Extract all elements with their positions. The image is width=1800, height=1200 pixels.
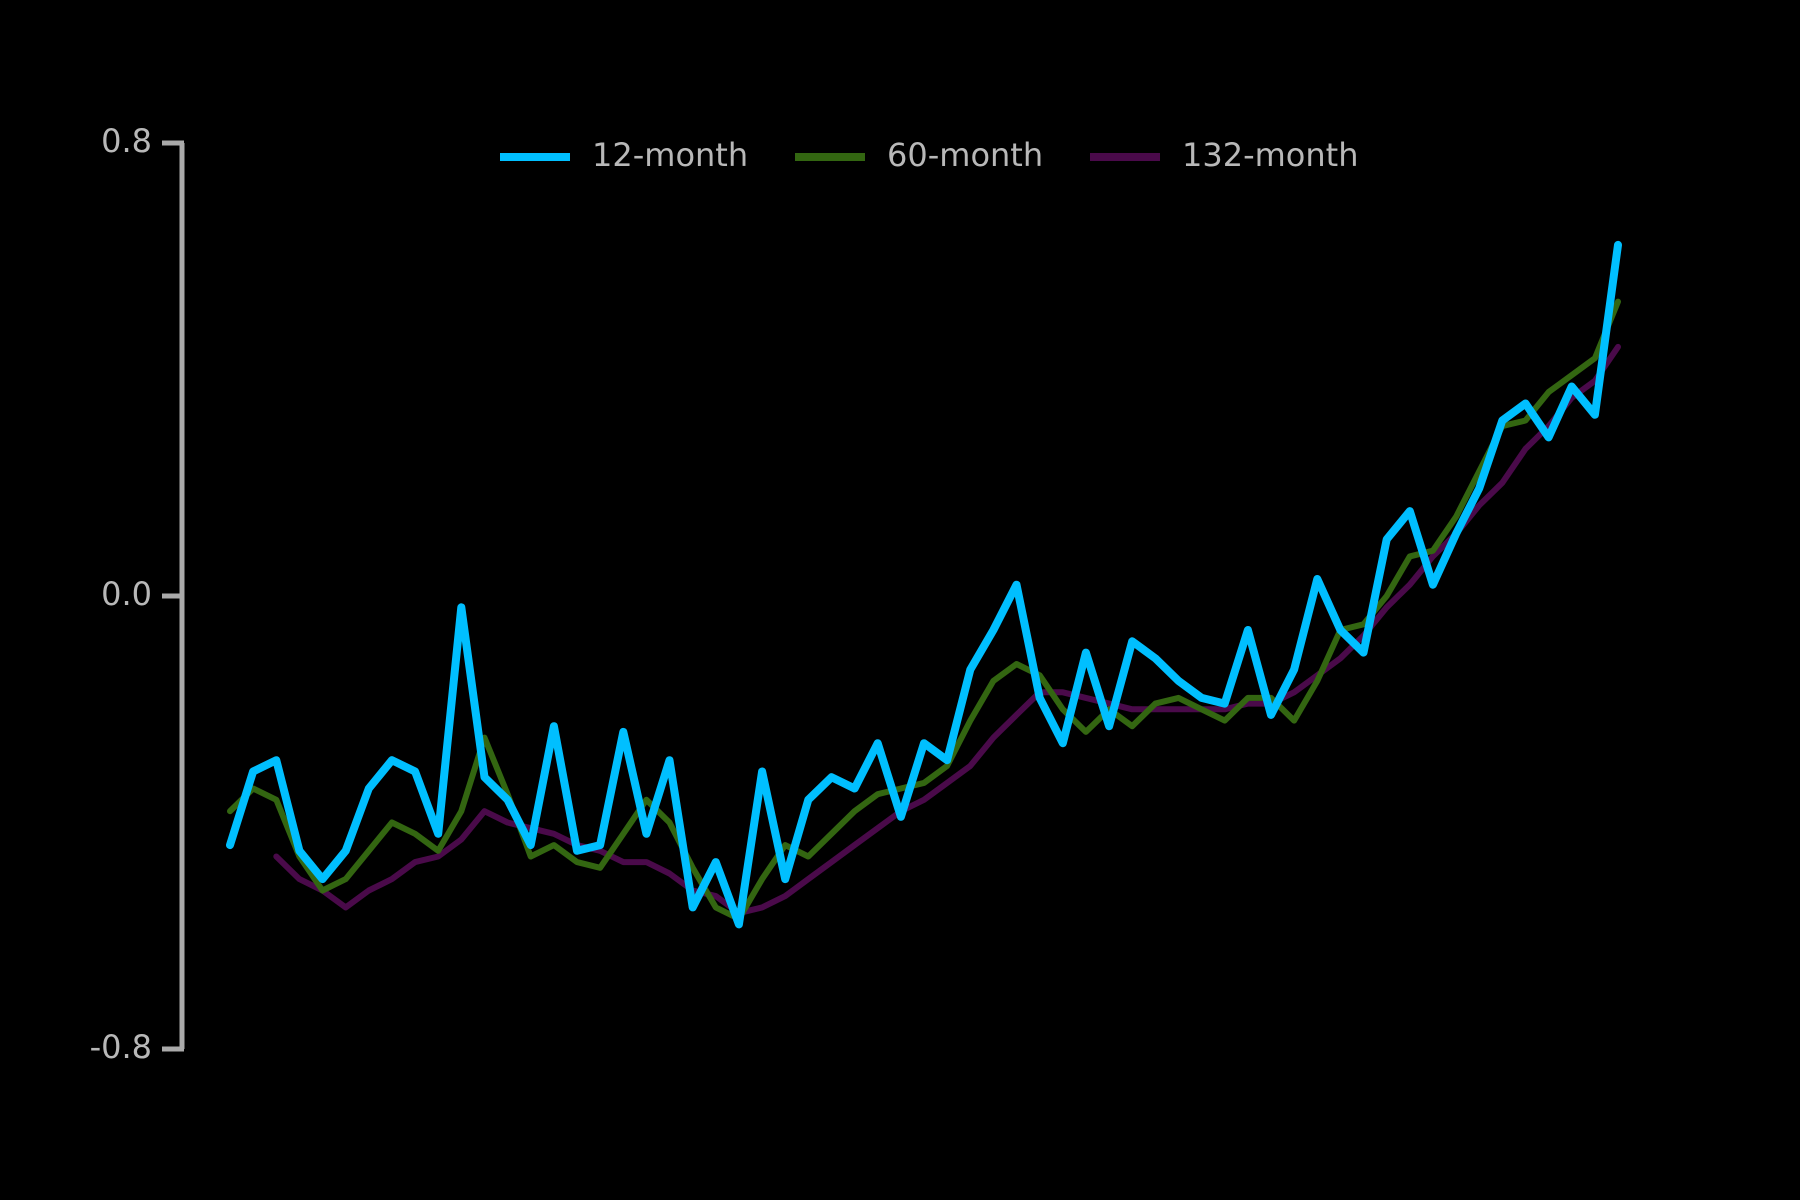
line-series xyxy=(227,298,1621,922)
y-tick-label: 0.8 xyxy=(101,122,152,160)
legend-label: 132-month xyxy=(1182,136,1358,174)
y-tick-label: 0.0 xyxy=(101,575,152,613)
legend-label: 12-month xyxy=(592,136,748,174)
y-tick-label: -0.8 xyxy=(90,1028,152,1066)
legend-label: 60-month xyxy=(887,136,1043,174)
line-series xyxy=(273,343,1621,917)
line-series xyxy=(226,240,1622,929)
